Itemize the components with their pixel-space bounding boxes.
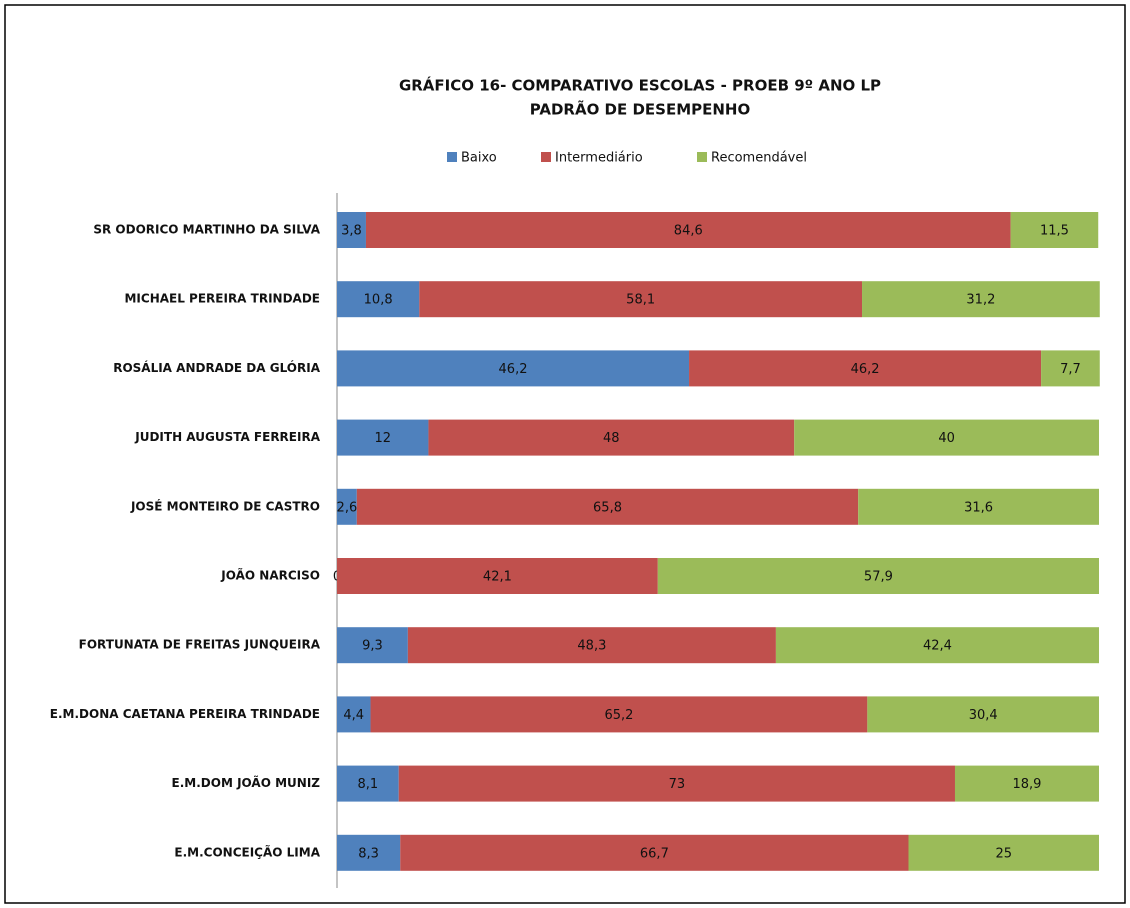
data-label: 48: [603, 431, 620, 446]
bar-segment: [337, 212, 366, 248]
data-label: 31,2: [966, 293, 995, 308]
data-label: 8,3: [358, 846, 379, 861]
legend-label: Recomendável: [711, 151, 807, 166]
bar-segment: [337, 558, 658, 594]
y-tick-label: E.M.CONCEIÇÃO LIMA: [174, 844, 320, 859]
data-label: 7,7: [1060, 362, 1081, 377]
data-label: 10,8: [364, 293, 393, 308]
data-label: 40: [938, 431, 955, 446]
bar-segment: [337, 834, 401, 871]
bar-segment: [419, 281, 863, 318]
bar-segment: [1041, 350, 1100, 387]
legend-swatch: [541, 152, 551, 162]
bar-segment: [337, 350, 690, 387]
data-label: 30,4: [969, 708, 998, 723]
legend-swatch: [697, 152, 707, 162]
legend-swatch: [447, 152, 457, 162]
data-label: 46,2: [851, 362, 880, 377]
data-label: 8,1: [358, 777, 379, 792]
data-label: 3,8: [341, 224, 362, 239]
y-tick-label: JUDITH AUGUSTA FERREIRA: [134, 430, 320, 444]
data-label: 9,3: [362, 639, 383, 654]
bar-segment: [867, 696, 1099, 733]
bar-segment: [365, 212, 1011, 248]
data-label: 31,6: [964, 500, 993, 515]
y-tick-label: ROSÁLIA ANDRADE DA GLÓRIA: [113, 360, 321, 375]
bar-segment: [428, 419, 795, 456]
bar-segment: [337, 696, 371, 733]
y-tick-label: SR ODORICO MARTINHO DA SILVA: [93, 223, 320, 237]
bar-segment: [775, 627, 1099, 664]
data-label: 18,9: [1013, 777, 1042, 792]
y-tick-label: MICHAEL PEREIRA TRINDADE: [124, 292, 320, 306]
data-label: 58,1: [626, 293, 655, 308]
data-label: 48,3: [577, 639, 606, 654]
bar-segment: [337, 765, 399, 802]
y-tick-label: JOSÉ MONTEIRO DE CASTRO: [130, 498, 320, 513]
data-label: 66,7: [640, 846, 669, 861]
y-tick-label: JOÃO NARCISO: [220, 568, 320, 583]
bar-segment: [398, 765, 955, 802]
y-tick-label: FORTUNATA DE FREITAS JUNQUEIRA: [79, 638, 321, 652]
data-label: 42,1: [483, 570, 512, 585]
bar-segment: [794, 419, 1099, 456]
bar-segment: [954, 765, 1099, 802]
bar-segment: [337, 419, 429, 456]
data-label: 73: [669, 777, 686, 792]
bar-segment: [862, 281, 1100, 318]
data-label: 2,6: [337, 500, 358, 515]
data-label: 65,8: [593, 500, 622, 515]
data-label: 25: [995, 846, 1012, 861]
bar-segment: [337, 488, 357, 525]
legend-label: Intermediário: [555, 151, 643, 166]
bar-segment: [657, 558, 1099, 594]
y-tick-label: E.M.DONA CAETANA PEREIRA TRINDADE: [50, 707, 320, 721]
bar-segment: [1010, 212, 1099, 248]
bar-segment: [337, 627, 408, 664]
data-label: 57,9: [864, 570, 893, 585]
data-label: 11,5: [1040, 224, 1069, 239]
bar-segment: [858, 488, 1099, 525]
bar-segment: [370, 696, 868, 733]
data-label: 42,4: [923, 639, 952, 654]
legend-label: Baixo: [461, 151, 497, 166]
data-label: 4,4: [343, 708, 364, 723]
bar-segment: [356, 488, 859, 525]
data-label: 46,2: [499, 362, 528, 377]
data-label: 12: [374, 431, 391, 446]
y-tick-label: E.M.DOM JOÃO MUNIZ: [172, 775, 321, 790]
bar-segment: [337, 281, 420, 318]
bar-segment: [400, 834, 909, 871]
chart-subtitle: PADRÃO DE DESEMPENHO: [530, 100, 751, 119]
data-label: 84,6: [674, 224, 703, 239]
data-label: 65,2: [604, 708, 633, 723]
bar-segment: [689, 350, 1042, 387]
chart-title: GRÁFICO 16- COMPARATIVO ESCOLAS - PROEB …: [399, 76, 881, 95]
bar-segment: [407, 627, 776, 664]
bar-segment: [908, 834, 1099, 871]
